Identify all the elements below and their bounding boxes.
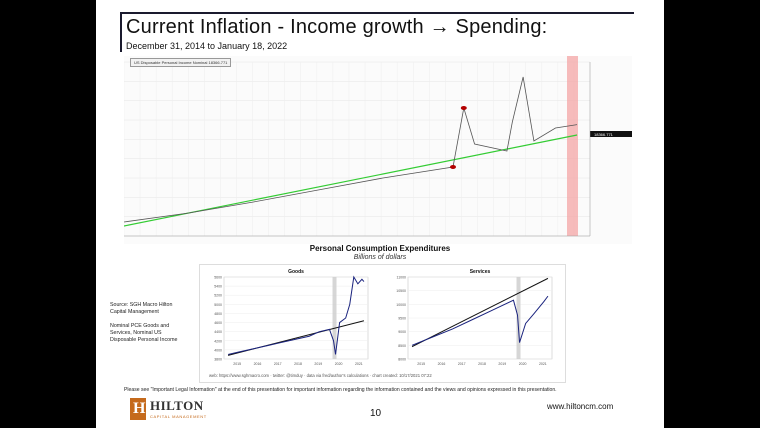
x-tick-label: 2015 [417, 362, 425, 366]
panel-title: Goods [288, 269, 304, 275]
logo-name: HILTON [150, 398, 204, 413]
x-tick-label: 2019 [498, 362, 506, 366]
pce-title: Personal Consumption Expenditures [309, 244, 451, 253]
y-tick-label: 4400 [214, 330, 222, 334]
x-tick-label: 2016 [438, 362, 446, 366]
chart-series [124, 76, 578, 227]
y-tick-label: 5000 [214, 303, 222, 307]
marker-stimulus [460, 106, 467, 110]
chart-web-note: web: https://www.sghmacro.com · twitter:… [209, 373, 432, 378]
chart-background [124, 56, 632, 244]
source-line-1: Source: SGH Macro Hilton [110, 302, 173, 308]
recession-shade [516, 277, 521, 359]
title-frame [120, 12, 634, 52]
chart-axes [124, 62, 591, 237]
logo-tagline: CAPITAL MANAGEMENT [150, 414, 207, 419]
x-tick-label: 2017 [458, 362, 466, 366]
y-tick-label: 5400 [214, 285, 222, 289]
hilton-logo-mark: H [130, 398, 146, 420]
logo-mark-letter: H [133, 400, 146, 417]
x-tick-label: 2018 [294, 362, 302, 366]
pce-series-line [411, 295, 549, 346]
y-tick-label: 10000 [396, 303, 406, 307]
pce-subtitle: Billions of dollars [353, 254, 407, 261]
y-tick-label: 8000 [398, 358, 406, 362]
source-line-5: Services, Nominal US [110, 330, 162, 336]
last-value-label: 18366.771 [594, 132, 614, 137]
x-tick-label: 2020 [519, 362, 527, 366]
pce-panel: 3800 4000 4200 4400 4600 4800 5000 5200 5400 5600… [199, 264, 566, 383]
last-value-marker [590, 131, 632, 137]
plot-area [223, 276, 369, 360]
y-tick-label: 10500 [396, 289, 406, 293]
x-tick-label: 2020 [335, 362, 343, 366]
x-tick-label: 2018 [478, 362, 486, 366]
y-tick-label: 4200 [214, 339, 222, 343]
source-line-4: Nominal PCE Goods and [110, 323, 170, 329]
marker-pre-stimulus [450, 165, 457, 169]
trend-line [411, 277, 549, 348]
x-tick-label: 2021 [539, 362, 547, 366]
panel-title: Services [470, 269, 491, 275]
goods-chart: 3800 4000 4200 4400 4600 4800 5000 5200 5400 5600… [214, 269, 369, 366]
slide-title: Current Inflation - Income growth → Spen… [126, 16, 548, 38]
source-line-6: Disposable Personal Income [110, 337, 178, 343]
presentation-slide: Current Inflation - Income growth → Spen… [96, 0, 664, 428]
source-line-2: Capital Management [110, 309, 159, 315]
x-tick-label: 2019 [314, 362, 322, 366]
recession-shade [332, 277, 337, 359]
y-tick-label: 8500 [398, 344, 406, 348]
y-tick-label: 4000 [214, 348, 222, 352]
y-tick-label: 5600 [214, 276, 222, 280]
income-series-line [124, 76, 578, 223]
services-chart: 8000 8500 9000 9500 10000 10500 11000 2015 2016 2… [396, 269, 553, 366]
y-tick-label: 11000 [397, 276, 407, 280]
chart-legend: US Disposable Personal Income Nominal 18… [130, 58, 232, 67]
slide-subtitle: December 31, 2014 to January 18, 2022 [126, 41, 288, 51]
page-number: 10 [370, 408, 382, 419]
covid-shaded-region [567, 56, 578, 236]
y-tick-label: 9000 [398, 330, 406, 334]
y-tick-label: 4800 [214, 312, 222, 316]
pce-series-line [227, 275, 365, 355]
disposable-income-chart: 18366.771 [124, 56, 632, 244]
legal-disclaimer: Please see "Important Legal Information"… [124, 387, 557, 393]
x-tick-label: 2016 [254, 362, 262, 366]
y-tick-label: 4600 [214, 321, 222, 325]
website-url: www.hiltoncm.com [547, 402, 614, 411]
x-tick-label: 2015 [233, 362, 241, 366]
y-tick-label: 5200 [214, 294, 222, 298]
y-tick-label: 9500 [398, 317, 406, 321]
x-tick-label: 2017 [274, 362, 282, 366]
x-tick-label: 2021 [355, 362, 363, 366]
y-tick-label: 3800 [214, 358, 222, 362]
